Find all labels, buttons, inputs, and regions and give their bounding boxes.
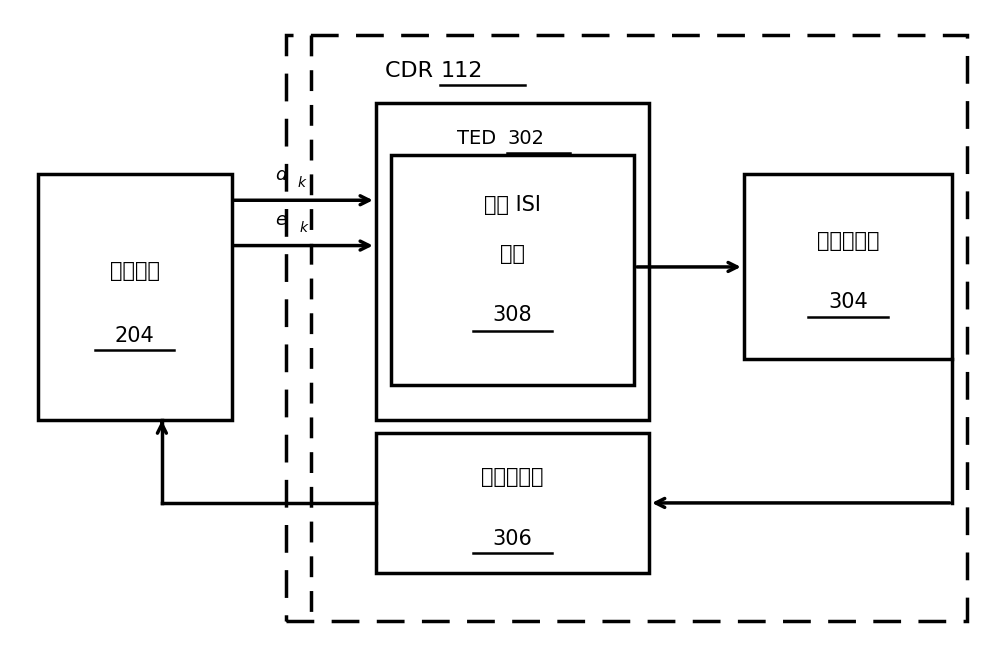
Text: d: d — [276, 166, 287, 184]
Text: 相位插値器: 相位插値器 — [481, 467, 544, 487]
Bar — [744, 174, 952, 359]
Text: k: k — [299, 221, 307, 235]
Text: TED: TED — [457, 129, 502, 148]
Text: 判决电路: 判决电路 — [110, 261, 160, 281]
Text: 残留 ISI: 残留 ISI — [484, 195, 541, 215]
Bar — [391, 155, 634, 385]
Text: 估计: 估计 — [500, 244, 525, 264]
Text: 302: 302 — [507, 129, 544, 148]
Text: e: e — [276, 212, 287, 229]
Bar — [38, 174, 232, 421]
Bar — [376, 103, 649, 421]
Text: 204: 204 — [115, 326, 154, 346]
Text: 112: 112 — [440, 61, 483, 81]
Text: 306: 306 — [492, 528, 532, 549]
Bar — [286, 35, 967, 621]
Text: k: k — [297, 176, 305, 190]
Text: 308: 308 — [493, 305, 532, 325]
Text: 环路滤波器: 环路滤波器 — [817, 231, 879, 251]
Bar — [376, 434, 649, 573]
Text: 304: 304 — [828, 293, 868, 312]
Text: CDR: CDR — [385, 61, 440, 81]
